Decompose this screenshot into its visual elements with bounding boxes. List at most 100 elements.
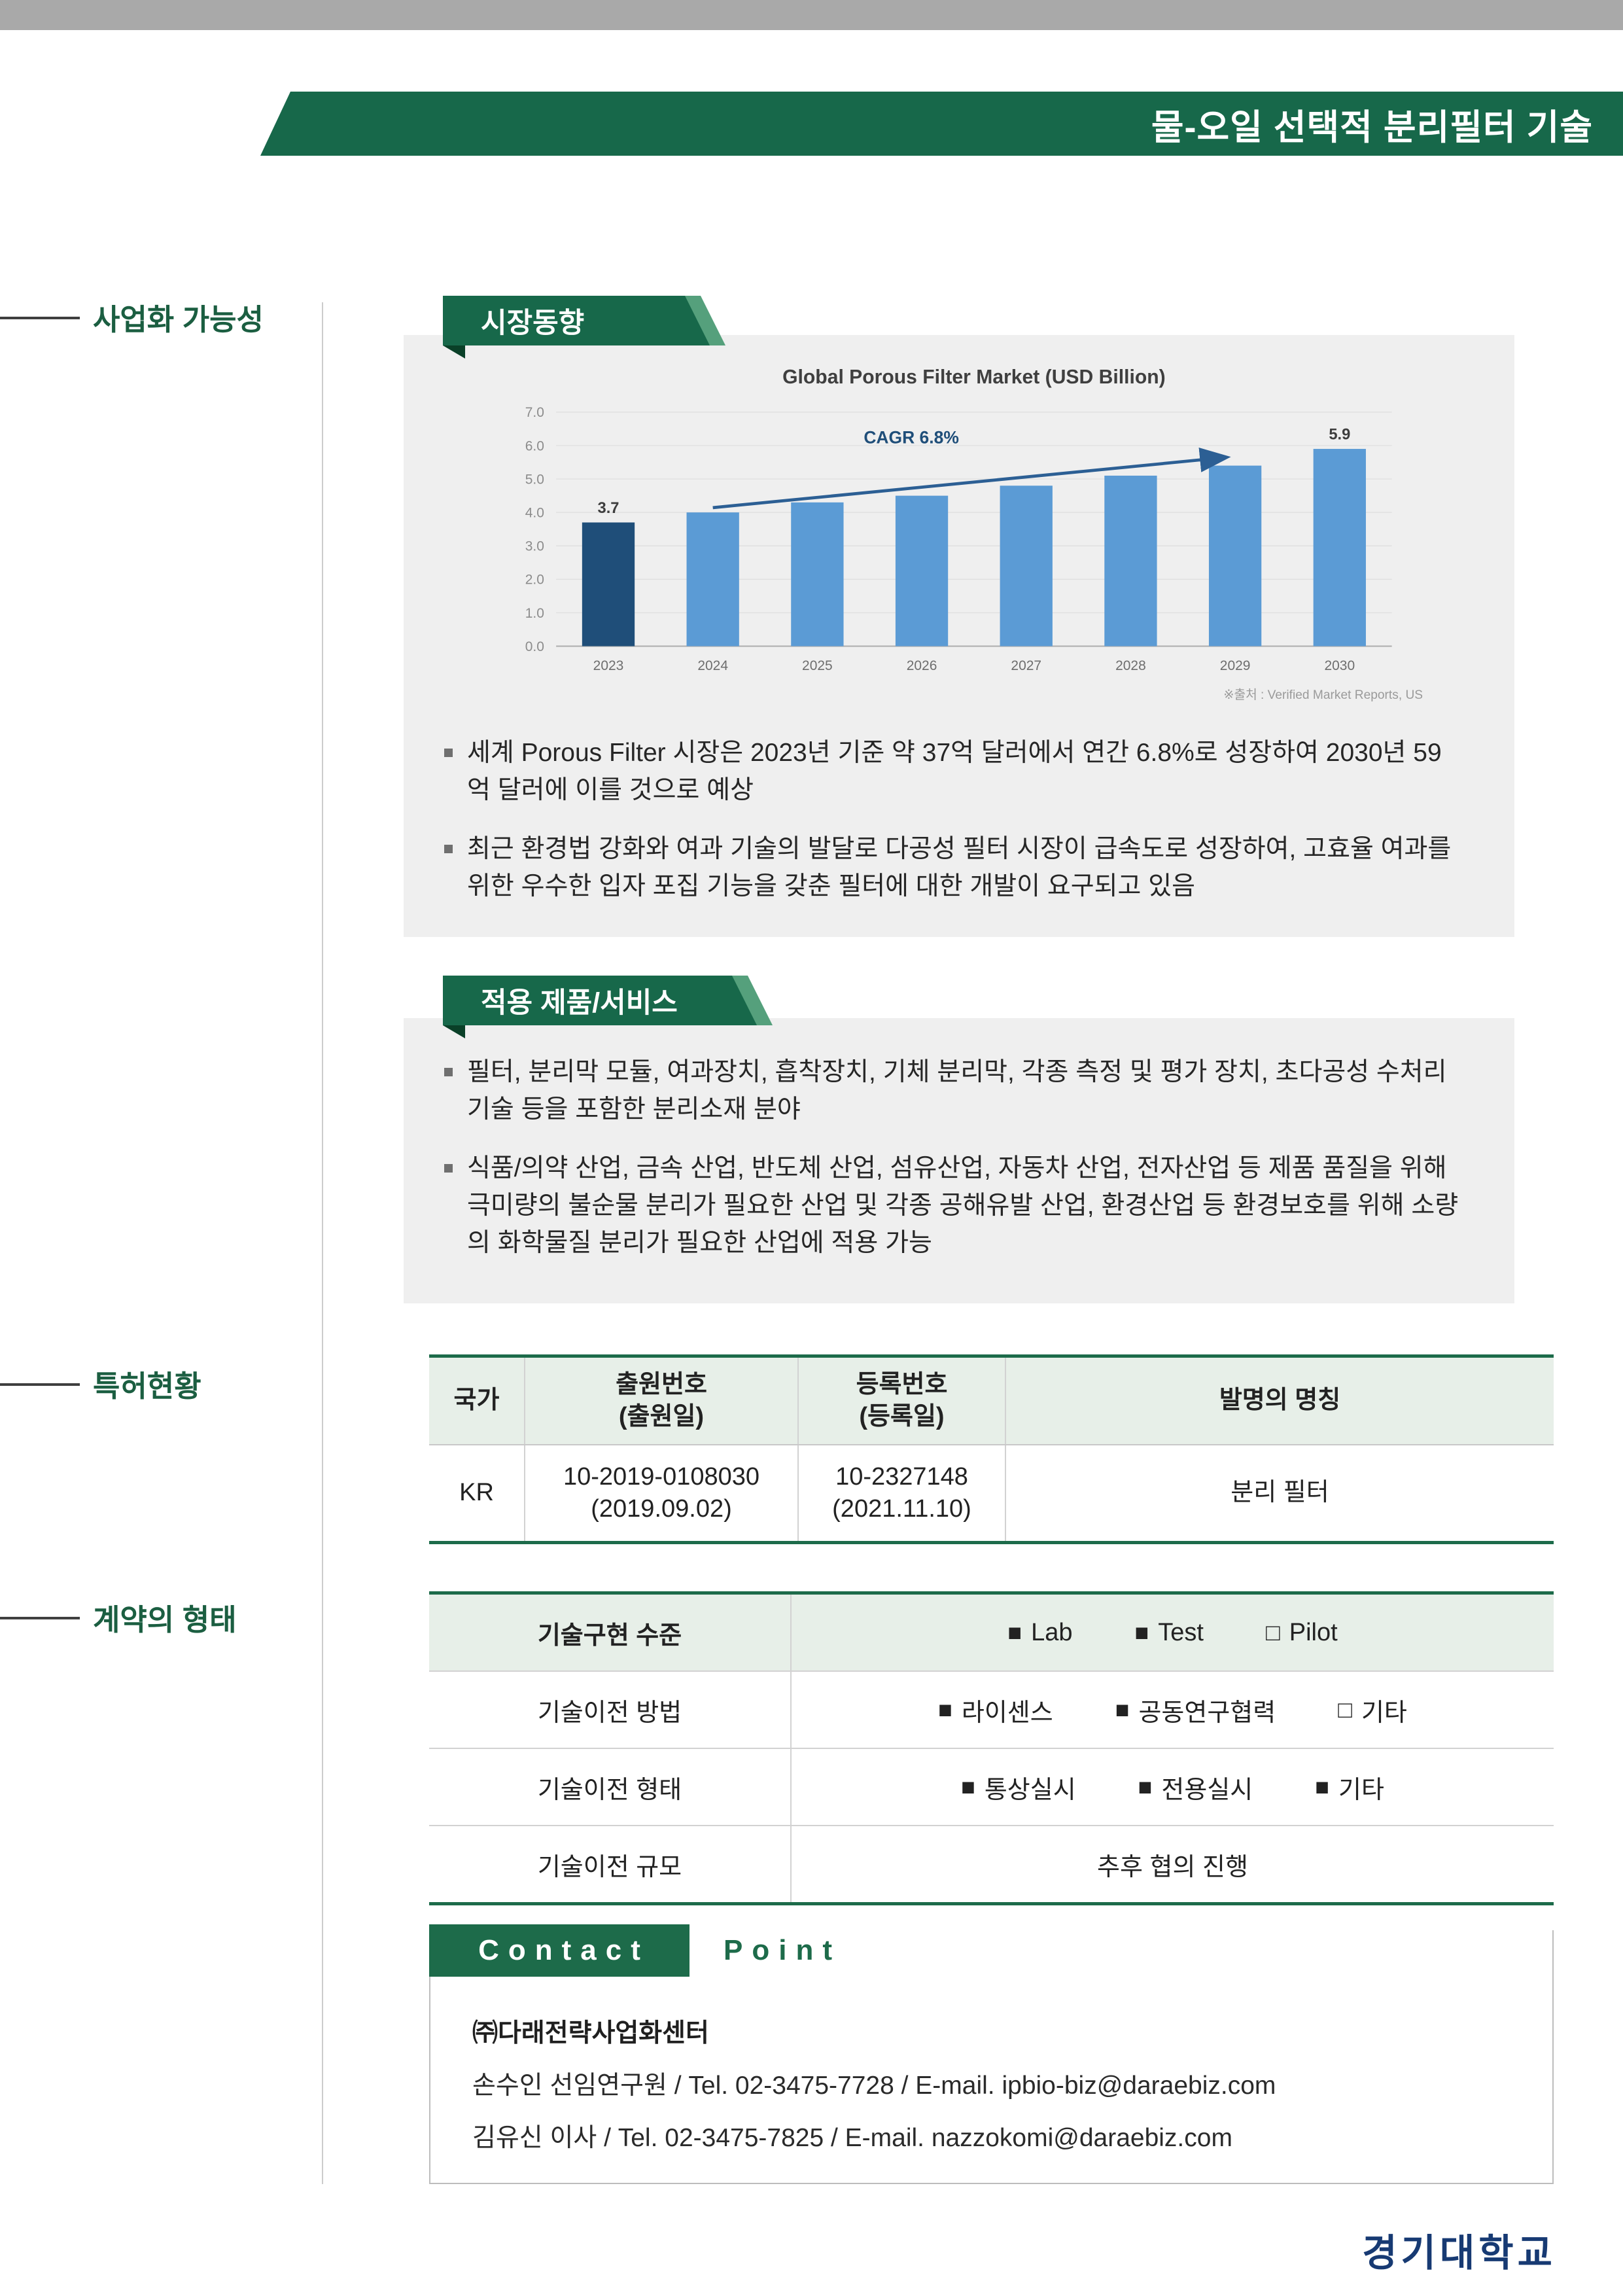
patent-country: KR [429,1445,525,1541]
contract-row-label: 기술이전 형태 [429,1749,792,1825]
section-rule [0,1617,80,1619]
contract-row-label: 기술이전 규모 [429,1826,792,1902]
section-rule [0,317,80,319]
contract-row-options: ■ 통상실시 ■ 전용실시 ■ 기타 [792,1749,1554,1825]
svg-text:7.0: 7.0 [525,405,544,420]
patent-application-number: 10-2019-0108030 (2019.09.02) [525,1445,799,1541]
option: ■ 전용실시 [1138,1769,1253,1805]
svg-text:3.7: 3.7 [598,500,620,517]
option-label: Lab [1031,1618,1073,1646]
contact-label: Contact [429,1924,689,1977]
option: ■ Lab [1007,1619,1072,1647]
banner-label: 시장동향 [481,308,585,339]
patent-invention-title: 분리 필터 [1230,1479,1329,1507]
top-gray-strip [0,0,1623,30]
contract-row-label: 기술구현 수준 [429,1595,792,1670]
option: □ Pilot [1266,1619,1338,1647]
checkbox-icon: ■ [961,1773,975,1800]
option-label: 전용실시 [1161,1776,1253,1804]
vertical-divider [322,302,323,2184]
svg-text:6.0: 6.0 [525,438,544,453]
checkbox-icon: ■ [1115,1696,1130,1723]
contract-row: 기술이전 규모 추후 협의 진행 [429,1826,1554,1902]
contract-row-label: 기술이전 방법 [429,1672,792,1748]
option: ■ 통상실시 [961,1769,1076,1805]
option: ■ 공동연구협력 [1115,1692,1276,1728]
checkbox-icon: ■ [1315,1773,1329,1800]
patent-header-application: 출원번호 (출원일) [525,1358,799,1444]
svg-text:2030: 2030 [1324,658,1355,673]
banner-label: 적용 제품/서비스 [481,987,678,1019]
contact-frame [429,1930,1554,2184]
contract-table: 기술구현 수준 ■ Lab ■ Test □ Pilot 기술이전 방법 ■ 라이센스 … [429,1591,1554,1905]
contract-row-value: 추후 협의 진행 [792,1826,1554,1902]
option: ■ Test [1135,1619,1204,1647]
checkbox-icon: □ [1338,1696,1352,1723]
contact-point-label: Point [724,1934,841,1966]
market-chart: Global Porous Filter Market (USD Billion… [525,366,1423,702]
svg-text:2025: 2025 [802,658,833,673]
contact-line: 손수인 선임연구원 / Tel. 02-3475-7728 / E-mail. … [472,2072,1276,2100]
svg-text:2027: 2027 [1011,658,1041,673]
svg-text:2023: 2023 [593,658,624,673]
svg-text:2.0: 2.0 [525,573,544,588]
svg-text:CAGR 6.8%: CAGR 6.8% [864,427,959,447]
bullet-text: 세계 Porous Filter 시장은 2023년 기준 약 37억 달러에서… [467,739,1442,805]
banner-main: 시장동향 [443,296,710,345]
market-bullets: 세계 Porous Filter 시장은 2023년 기준 약 37억 달러에서… [444,734,1459,905]
option-label: 라이센스 [961,1699,1053,1727]
contract-row: 기술구현 수준 ■ Lab ■ Test □ Pilot [429,1595,1554,1672]
patent-header-registration: 등록번호 (등록일) [799,1358,1006,1444]
contact-company: ㈜다래전략사업화센터 [472,2019,709,2047]
university-logo: 경기대학교 [1362,2232,1556,2274]
products-banner: 적용 제품/서비스 [443,976,757,1038]
svg-text:0.0: 0.0 [525,639,544,654]
patent-table: 국가 출원번호 (출원일) 등록번호 (등록일) 발명의 명칭 KR 10-20… [429,1354,1554,1544]
bullet-item: 필터, 분리막 모듈, 여과장치, 흡착장치, 기체 분리막, 각종 측정 및 … [444,1053,1459,1129]
option-label: 통상실시 [984,1776,1076,1804]
title-bar: 물-오일 선택적 분리필터 기술 [260,92,1623,156]
svg-text:※출처 : Verified Market Reports,: ※출처 : Verified Market Reports, US [1223,688,1423,702]
svg-text:3.0: 3.0 [525,539,544,554]
option-label: 공동연구협력 [1138,1699,1276,1727]
bullet-item: 식품/의약 산업, 금속 산업, 반도체 산업, 섬유산업, 자동차 산업, 전… [444,1150,1459,1262]
checkbox-icon: ■ [1134,1619,1149,1646]
checkbox-icon: ■ [938,1696,952,1723]
patent-header-country: 국가 [429,1358,525,1444]
products-section: 필터, 분리막 모듈, 여과장치, 흡착장치, 기체 분리막, 각종 측정 및 … [404,1018,1514,1303]
market-banner: 시장동향 [443,296,710,359]
option-label: 기타 [1338,1776,1384,1804]
svg-text:5.0: 5.0 [525,472,544,487]
contract-row: 기술이전 형태 ■ 통상실시 ■ 전용실시 ■ 기타 [429,1749,1554,1826]
bullet-item: 세계 Porous Filter 시장은 2023년 기준 약 37억 달러에서… [444,734,1459,809]
checkbox-icon: ■ [1138,1773,1153,1800]
square-bullet-icon [444,749,453,757]
sidebar-item-market: 사업화 가능성 [93,303,264,336]
svg-text:Global Porous Filter Market (U: Global Porous Filter Market (USD Billion… [782,366,1166,388]
banner-main: 적용 제품/서비스 [443,976,757,1025]
bullet-item: 최근 환경법 강화와 여과 기술의 발달로 다공성 필터 시장이 급속도로 성장… [444,830,1459,906]
option-label: Pilot [1289,1618,1338,1646]
contact-header: Contact Point [429,1924,841,1977]
patent-row: KR 10-2019-0108030 (2019.09.02) 10-23271… [429,1445,1554,1541]
patent-registration-number: 10-2327148 (2021.11.10) [799,1445,1006,1541]
svg-text:4.0: 4.0 [525,505,544,520]
contact-line: 김유신 이사 / Tel. 02-3475-7825 / E-mail. naz… [472,2124,1232,2152]
bullet-text: 식품/의약 산업, 금속 산업, 반도체 산업, 섬유산업, 자동차 산업, 전… [467,1154,1459,1258]
checkbox-icon: ■ [1007,1619,1022,1646]
svg-text:1.0: 1.0 [525,606,544,621]
page-title: 물-오일 선택적 분리필터 기술 [1151,107,1593,147]
bullet-text: 최근 환경법 강화와 여과 기술의 발달로 다공성 필터 시장이 급속도로 성장… [467,834,1452,900]
svg-text:5.9: 5.9 [1329,426,1350,443]
sidebar-item-patent: 특허현황 [93,1369,201,1403]
svg-text:2029: 2029 [1220,658,1251,673]
option-label: Test [1158,1618,1204,1646]
patent-header-title: 발명의 명칭 [1219,1386,1341,1415]
svg-text:2028: 2028 [1115,658,1146,673]
contract-row-options: ■ 라이센스 ■ 공동연구협력 □ 기타 [792,1672,1554,1748]
market-section: Global Porous Filter Market (USD Billion… [404,335,1514,937]
square-bullet-icon [444,844,453,853]
svg-text:2024: 2024 [697,658,728,673]
bullet-text: 필터, 분리막 모듈, 여과장치, 흡착장치, 기체 분리막, 각종 측정 및 … [467,1058,1447,1124]
contract-value-text: 추후 협의 진행 [1097,1853,1248,1881]
